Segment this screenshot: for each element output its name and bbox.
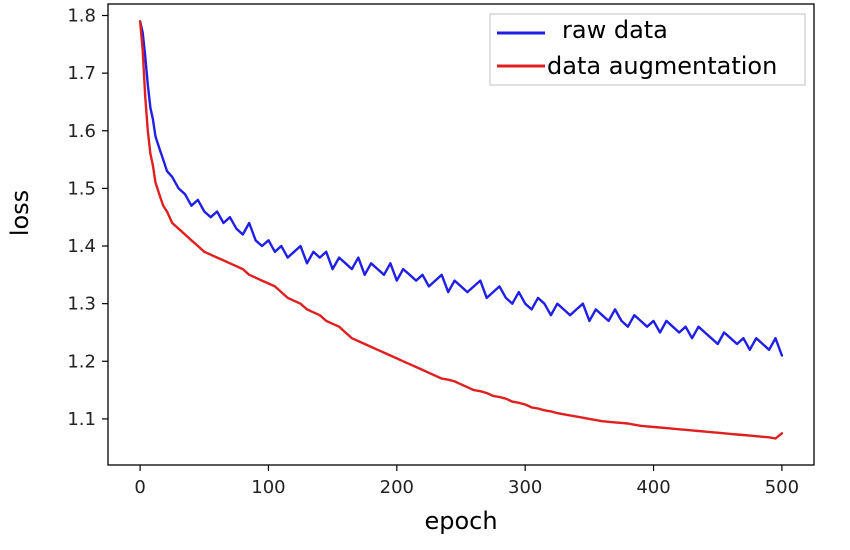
x-tick-label: 200 bbox=[380, 477, 414, 498]
y-tick-label: 1.7 bbox=[67, 63, 96, 84]
x-axis-label: epoch bbox=[424, 507, 497, 535]
y-tick-label: 1.1 bbox=[67, 409, 96, 430]
series-line-data-augmentation bbox=[138, 20, 784, 440]
legend: raw data data augmentation bbox=[489, 13, 806, 86]
x-tick-label: 100 bbox=[251, 477, 285, 498]
y-axis-label: loss bbox=[6, 190, 34, 236]
x-tick-label: 300 bbox=[508, 477, 542, 498]
x-tick-label: 500 bbox=[765, 477, 799, 498]
legend-label-data-augmentation: data augmentation bbox=[547, 52, 777, 80]
y-tick-label: 1.8 bbox=[67, 6, 96, 27]
y-tick-label: 1.6 bbox=[67, 121, 96, 142]
y-tick-label: 1.2 bbox=[67, 351, 96, 372]
y-tick-label: 1.4 bbox=[67, 236, 96, 257]
y-axis-ticks: 1.1 1.2 1.3 1.4 1.5 1.6 1.7 1.8 bbox=[67, 6, 108, 430]
plot-area-frame bbox=[107, 3, 815, 466]
legend-frame bbox=[489, 13, 806, 86]
series-line-raw-data bbox=[138, 20, 784, 357]
legend-label-raw-data: raw data bbox=[562, 16, 668, 44]
x-tick-label: 400 bbox=[636, 477, 670, 498]
x-tick-label: 0 bbox=[134, 477, 145, 498]
y-tick-label: 1.3 bbox=[67, 294, 96, 315]
y-tick-label: 1.5 bbox=[67, 178, 96, 199]
series-layer bbox=[138, 20, 784, 440]
x-axis-ticks: 0 100 200 300 400 500 bbox=[134, 465, 799, 498]
